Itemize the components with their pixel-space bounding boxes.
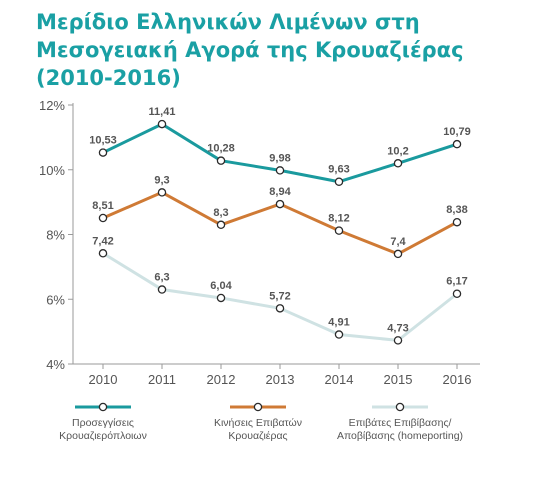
x-tick-label: 2012 <box>207 372 236 387</box>
data-point <box>98 249 108 258</box>
data-label: 10,53 <box>89 135 117 147</box>
data-label: 9,98 <box>269 152 290 164</box>
data-point <box>275 304 285 313</box>
series-2: 8,51 9,3 8,3 8,94 8,12 7,4 8,38 <box>92 174 468 259</box>
legend-label: Κρουαζιερόπλοιων <box>59 430 147 442</box>
data-label: 11,41 <box>149 106 176 118</box>
data-point <box>216 220 226 230</box>
series-3: 7,42 6,3 6,04 5,72 4,91 4,73 6,17 <box>92 235 468 345</box>
legend-swatch-marker <box>98 402 108 412</box>
x-tick-label: 2015 <box>384 372 413 387</box>
data-point <box>452 289 462 298</box>
data-label: 5,72 <box>269 290 290 302</box>
data-label: 8,12 <box>328 213 349 225</box>
chart-axes: 4% 6% 8% 10% 12% 2010 2011 2012 2013 2014 2015 2016 <box>39 98 480 387</box>
data-label: 4,73 <box>387 322 408 334</box>
data-point <box>157 285 167 294</box>
legend-label: Επιβάτες Επιβίβασης/ <box>349 417 452 429</box>
data-point <box>216 156 226 165</box>
data-label: 8,38 <box>446 204 467 216</box>
data-label: 8,94 <box>269 186 291 198</box>
legend-label: Κρουαζιέρας <box>228 430 287 442</box>
data-label: 4,91 <box>328 317 349 329</box>
data-label: 10,79 <box>443 126 471 138</box>
x-tick-label: 2014 <box>325 372 354 387</box>
data-label: 6,3 <box>154 272 169 284</box>
data-point <box>216 293 226 303</box>
data-point <box>393 336 403 345</box>
data-point <box>98 148 108 157</box>
y-tick-label: 6% <box>46 292 65 307</box>
data-point <box>157 188 167 197</box>
y-tick-label: 12% <box>39 98 65 113</box>
data-point <box>334 330 344 339</box>
x-tick-label: 2016 <box>443 372 472 387</box>
data-label: 8,3 <box>213 207 228 219</box>
y-tick-label: 10% <box>39 163 65 178</box>
y-tick-label: 4% <box>46 357 65 372</box>
data-point <box>452 217 462 227</box>
data-label: 10,28 <box>207 143 235 155</box>
data-label: 9,3 <box>154 174 169 186</box>
legend-label: Αποβίβασης (homeporting) <box>337 430 463 442</box>
data-label: 7,4 <box>390 236 406 248</box>
data-point <box>334 177 344 186</box>
data-point <box>452 139 462 149</box>
legend-swatch-marker <box>253 402 263 412</box>
chart-series: 10,5311,4110,289,989,6310,210,798,519,38… <box>89 106 471 345</box>
x-tick-label: 2011 <box>148 372 176 387</box>
data-point <box>393 249 403 259</box>
legend-label: Προσεγγίσεις <box>72 417 134 429</box>
data-label: 9,63 <box>328 164 349 176</box>
chart-title: Μερίδιο Ελληνικών Λιμένων στη Μεσογειακή… <box>36 10 464 90</box>
data-label: 8,51 <box>92 200 113 212</box>
series-1: 10,53 11,41 10,28 9,98 9,63 10,2 10,79 <box>89 106 471 186</box>
x-tick-label: 2013 <box>266 372 295 387</box>
data-label: 6,17 <box>446 276 467 288</box>
data-label: 6,04 <box>210 280 232 292</box>
legend-label: Κινήσεις Επιβατών <box>214 417 302 429</box>
data-point <box>334 226 344 235</box>
data-label: 10,2 <box>387 145 408 157</box>
x-tick-label: 2010 <box>89 372 118 387</box>
data-point <box>275 199 285 209</box>
data-point <box>157 119 167 129</box>
y-tick-label: 8% <box>46 228 65 243</box>
legend-swatch-marker <box>395 402 405 412</box>
legend-item-3: Επιβάτες Επιβίβασης/Αποβίβασης (homeport… <box>337 402 463 442</box>
data-point <box>98 213 108 223</box>
data-label: 7,42 <box>92 235 113 247</box>
data-point <box>275 166 285 175</box>
data-point <box>393 159 403 168</box>
